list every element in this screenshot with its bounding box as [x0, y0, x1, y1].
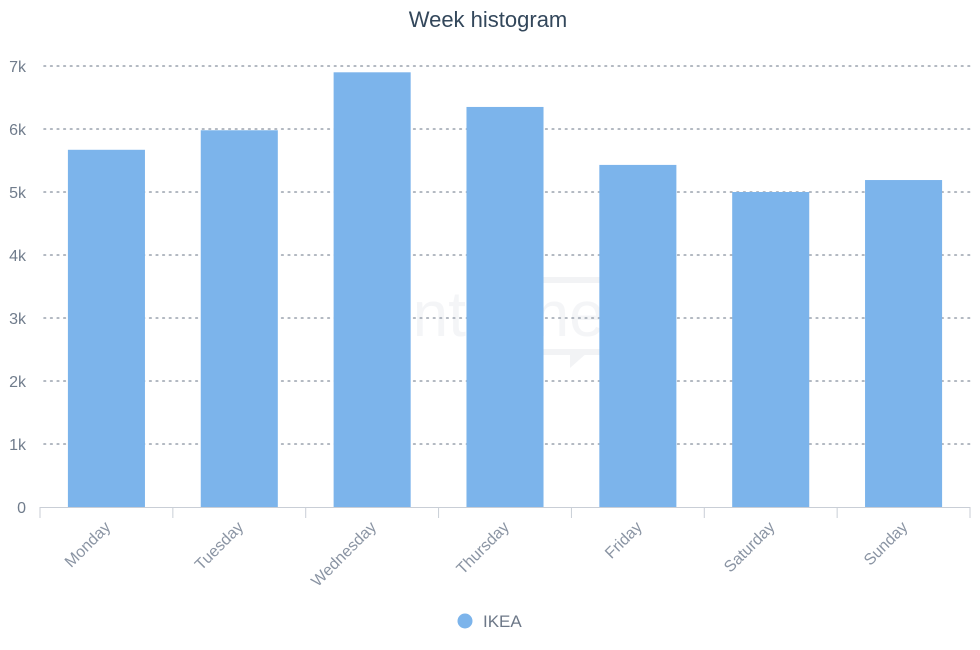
bar-sunday[interactable]: [865, 180, 943, 507]
bar-friday[interactable]: [599, 164, 677, 507]
legend-label-ikea[interactable]: IKEA: [483, 612, 522, 631]
bars: [67, 72, 943, 508]
x-tick-label: Wednesday: [308, 519, 380, 591]
bar-thursday[interactable]: [466, 106, 544, 507]
bar-saturday[interactable]: [732, 192, 810, 507]
x-tick-label: Tuesday: [192, 519, 247, 574]
bar-wednesday[interactable]: [333, 72, 411, 508]
x-tick-label: Sunday: [861, 519, 911, 569]
y-tick-label: 2k: [9, 374, 27, 391]
y-axis-ticks: 0 1k 2k 3k 4k 5k 6k 7k: [9, 59, 27, 517]
legend[interactable]: IKEA: [457, 612, 523, 631]
x-tick-label: Thursday: [454, 519, 513, 578]
y-tick-label: 5k: [9, 185, 27, 202]
x-axis: Monday Tuesday Wednesday Thursday Friday Satu…: [39, 507, 971, 591]
bar-monday[interactable]: [67, 149, 145, 508]
y-tick-label: 1k: [9, 437, 27, 454]
x-tick-label: Monday: [62, 519, 114, 571]
chart-title: Week histogram: [409, 7, 568, 32]
y-tick-label: 3k: [9, 311, 27, 328]
legend-swatch-ikea[interactable]: [457, 613, 473, 629]
y-tick-label: 7k: [9, 59, 27, 76]
x-tick-label: Friday: [602, 519, 645, 562]
bar-tuesday[interactable]: [200, 130, 278, 507]
y-tick-label: 4k: [9, 248, 27, 265]
y-tick-label: 0: [17, 500, 26, 517]
y-tick-label: 6k: [9, 122, 27, 139]
x-tick-label: Saturday: [721, 519, 778, 576]
